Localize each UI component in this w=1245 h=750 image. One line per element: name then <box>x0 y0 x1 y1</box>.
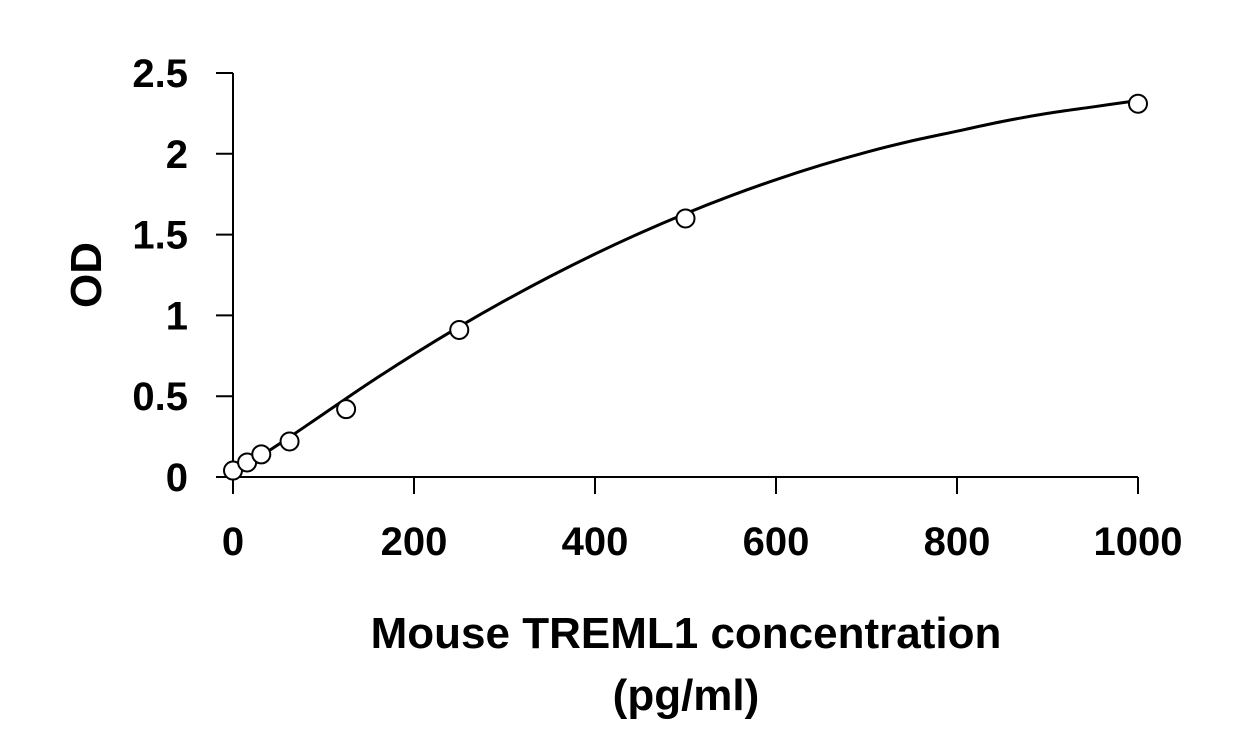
y-tick-label: 2 <box>166 133 188 177</box>
y-tick-label: 0.5 <box>132 375 188 419</box>
x-ticks: 0 200 400 600 800 1000 <box>222 477 1183 564</box>
x-tick-label: 1000 <box>1094 520 1183 564</box>
y-axis-title: OD <box>62 242 111 308</box>
y-tick-label: 2.5 <box>132 52 188 96</box>
x-axis-title-line-1: Mouse TREML1 concentration <box>371 609 1002 658</box>
data-point <box>675 208 696 229</box>
data-points <box>223 93 1148 481</box>
x-tick-label: 0 <box>222 520 244 564</box>
y-tick-label: 1.5 <box>132 214 188 258</box>
y-tick-label: 1 <box>166 294 188 338</box>
axes <box>216 73 1138 478</box>
x-tick-label: 800 <box>924 520 991 564</box>
data-point <box>449 319 470 340</box>
x-tick-label: 600 <box>743 520 810 564</box>
data-point <box>279 431 300 452</box>
x-tick-label: 400 <box>562 520 629 564</box>
fit-curve-group <box>232 98 1139 476</box>
fit-curve <box>232 98 1139 476</box>
y-ticks: 0 0.5 1 1.5 2 2.5 <box>132 52 233 500</box>
y-tick-label: 0 <box>166 456 188 500</box>
data-point <box>336 399 357 420</box>
data-point <box>251 444 272 465</box>
data-point <box>1128 93 1148 114</box>
x-axis-title-line-2: (pg/ml) <box>613 671 760 720</box>
x-tick-label: 200 <box>381 520 448 564</box>
